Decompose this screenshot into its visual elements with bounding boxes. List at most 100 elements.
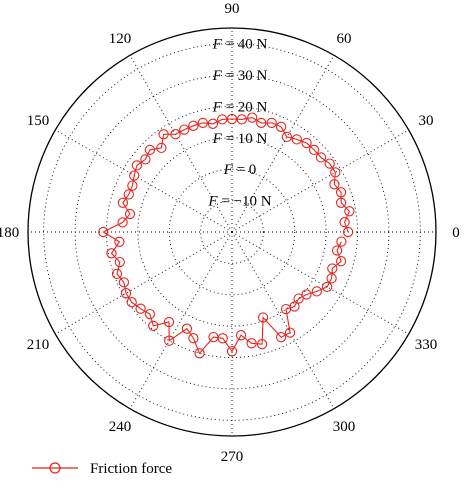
data-point-245 (181, 323, 193, 334)
data-point-310 (289, 301, 300, 312)
data-point-210 (120, 288, 132, 299)
ring-label-value: = −10 N (218, 194, 272, 210)
legend: Friction force (32, 461, 172, 477)
grid-spoke-210 (55, 231, 233, 335)
data-point-195 (114, 256, 125, 268)
data-point-150 (129, 170, 140, 181)
data-point-255 (194, 348, 205, 359)
data-point-5 (339, 217, 350, 228)
grid-spoke-300 (231, 231, 335, 409)
ring-label-variable: F (207, 194, 218, 210)
ring-label-value: = 40 N (222, 37, 268, 53)
data-point-135 (144, 144, 156, 156)
data-point-20 (335, 187, 347, 198)
data-point-65 (275, 121, 287, 132)
angle-label-60: 60 (337, 31, 352, 47)
ring-label-variable: F (223, 162, 234, 178)
ring-label-value: = 30 N (222, 68, 268, 84)
data-point-60 (281, 131, 293, 143)
angle-label-180: 180 (0, 225, 19, 241)
data-point-220 (135, 303, 146, 314)
grid-ring-0 (200, 200, 264, 264)
data-point-350 (331, 245, 343, 256)
series-friction-force (98, 112, 355, 359)
data-point-295 (275, 332, 287, 343)
data-point-15 (335, 197, 347, 208)
ring-label-variable: F (212, 131, 223, 147)
angle-label-240: 240 (109, 419, 132, 435)
angle-label-210: 210 (27, 337, 50, 353)
data-point-125 (158, 129, 169, 140)
ring-label-0: F = −10 N (207, 194, 271, 210)
data-point-80 (247, 112, 258, 123)
data-point-340 (327, 263, 338, 274)
data-point-240 (164, 335, 175, 346)
data-point-140 (140, 154, 151, 165)
data-point-330 (321, 281, 333, 293)
data-point-235 (163, 316, 175, 328)
data-point-165 (117, 197, 129, 208)
series-line (102, 117, 351, 355)
data-point-290 (257, 312, 269, 323)
data-point-155 (127, 180, 138, 191)
data-point-45 (308, 144, 320, 156)
ring-label-4: F = 30 N (212, 68, 268, 84)
data-point-215 (126, 297, 137, 308)
data-point-120 (170, 129, 181, 140)
data-point-35 (324, 158, 335, 169)
ring-label-value: = 20 N (222, 99, 268, 115)
data-point-95 (217, 114, 228, 125)
data-point-185 (114, 236, 125, 247)
data-point-300 (284, 327, 296, 338)
data-point-145 (131, 160, 143, 171)
angle-label-330: 330 (415, 337, 438, 353)
data-point-75 (256, 117, 267, 129)
data-point-175 (117, 217, 128, 228)
data-point-225 (144, 308, 156, 320)
data-point-25 (329, 179, 340, 190)
data-point-55 (291, 134, 302, 145)
grid-spoke-150 (55, 129, 233, 233)
angle-label-120: 120 (109, 31, 132, 47)
grid-ring-3 (106, 106, 358, 358)
ring-label-variable: F (212, 37, 223, 53)
legend-marker (49, 462, 61, 474)
data-point-180 (98, 226, 109, 238)
data-point-355 (336, 236, 347, 247)
data-point-190 (106, 248, 117, 259)
data-point-105 (197, 117, 208, 129)
grid-ring-2 (137, 137, 327, 327)
data-point-275 (235, 330, 247, 341)
data-point-90 (226, 113, 238, 125)
ring-label-value: = 10 N (222, 131, 268, 147)
data-point-250 (188, 333, 199, 344)
ring-label-3: F = 20 N (212, 99, 268, 115)
data-point-10 (344, 206, 355, 217)
angle-label-0: 0 (452, 225, 460, 241)
outer-circle (27, 27, 437, 437)
angle-label-90: 90 (225, 1, 240, 17)
data-point-50 (301, 137, 312, 149)
data-point-0 (342, 226, 354, 238)
ring-label-variable: F (212, 99, 223, 115)
ring-label-5: F = 40 N (212, 37, 268, 53)
legend-label: Friction force (90, 461, 172, 477)
data-point-230 (148, 320, 159, 331)
angle-label-150: 150 (27, 113, 50, 129)
grid-ring-1 (168, 168, 296, 296)
grid-spoke-240 (129, 231, 233, 409)
data-point-205 (118, 277, 130, 288)
data-point-30 (330, 167, 341, 178)
polar-grid (27, 27, 437, 437)
ring-label-2: F = 10 N (212, 131, 268, 147)
data-point-70 (266, 117, 277, 129)
ring-label-value: = 0 (233, 162, 256, 178)
data-point-345 (335, 256, 347, 267)
data-point-335 (326, 273, 337, 284)
data-point-160 (123, 189, 134, 200)
data-point-85 (236, 114, 247, 125)
data-point-170 (124, 208, 136, 220)
ring-labels: F = −10 NF = 0F = 10 NF = 20 NF = 30 NF … (207, 37, 271, 210)
data-point-270 (226, 346, 238, 357)
